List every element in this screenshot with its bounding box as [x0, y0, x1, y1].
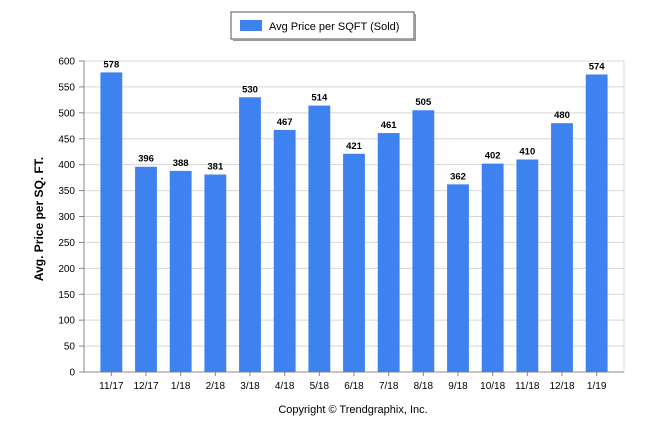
bar [273, 129, 296, 372]
bar [169, 170, 192, 372]
legend: Avg Price per SQFT (Sold) [230, 11, 416, 41]
x-tick-label: 5/18 [310, 381, 330, 392]
bar-value-label: 514 [311, 93, 328, 104]
y-tick-label: 500 [58, 108, 75, 119]
y-tick-label: 550 [58, 82, 75, 93]
y-tick-label: 300 [58, 212, 75, 223]
x-tick-label: 11/17 [99, 381, 124, 392]
y-tick-label: 350 [58, 186, 75, 197]
y-axis-title: Avg. Price per SQ. FT. [32, 157, 46, 281]
bar-value-label: 362 [450, 171, 466, 182]
bar-value-label: 421 [346, 141, 363, 152]
bar [447, 184, 469, 372]
y-tick-label: 150 [58, 290, 75, 301]
bar [135, 166, 157, 372]
y-tick-label: 0 [69, 368, 75, 379]
x-tick-label: 3/18 [240, 381, 260, 392]
y-tick-label: 450 [58, 134, 75, 145]
x-tick-label: 9/18 [448, 381, 468, 392]
x-tick-label: 12/18 [549, 381, 574, 392]
y-tick-labels: 0 50 100 150 200 250 300 350 400 450 500 550 600 [58, 57, 75, 379]
legend-swatch [240, 20, 262, 31]
bar-value-label: 381 [207, 162, 224, 173]
bar-value-label: 530 [242, 84, 258, 95]
bar [516, 159, 539, 372]
y-tick-label: 100 [58, 316, 75, 327]
y-tick-label: 250 [58, 238, 75, 249]
legend-label: Avg Price per SQFT (Sold) [269, 21, 399, 33]
bar-value-label: 505 [415, 97, 432, 108]
bar [412, 110, 435, 372]
bar [585, 74, 608, 372]
bar-value-label: 574 [589, 61, 606, 72]
bar [204, 174, 227, 372]
legend-shadow-right [414, 14, 416, 41]
x-tick-labels: 11/17 12/17 1/18 2/18 3/18 4/18 5/18 6/18 7/18 8/… [99, 381, 607, 392]
x-tick-label: 12/17 [133, 381, 158, 392]
bar [481, 163, 504, 372]
y-tick-label: 50 [64, 342, 76, 353]
bar [551, 123, 573, 372]
y-tick-label: 400 [58, 160, 75, 171]
bar-value-label: 402 [485, 151, 501, 162]
bar [377, 133, 400, 372]
copyright-text: Copyright © Trendgraphix, Inc. [278, 404, 427, 416]
bars [100, 72, 608, 373]
x-tick-label: 4/18 [275, 381, 295, 392]
bar-value-label: 396 [138, 154, 154, 165]
bar-value-label: 467 [277, 117, 293, 128]
bar-value-label: 578 [103, 59, 119, 70]
x-tick-label: 1/19 [587, 381, 607, 392]
x-tick-label: 6/18 [344, 381, 364, 392]
x-tick-label: 7/18 [379, 381, 399, 392]
bar [343, 153, 365, 372]
y-tick-label: 600 [58, 57, 75, 68]
bar [239, 97, 261, 373]
bar-value-label: 461 [381, 120, 398, 131]
y-tick-label: 200 [58, 264, 75, 275]
legend-shadow-bottom [233, 39, 416, 41]
x-tick-label: 2/18 [206, 381, 226, 392]
x-tick-label: 8/18 [414, 381, 434, 392]
x-tick-label: 1/18 [171, 381, 191, 392]
x-tick-label: 10/18 [480, 381, 505, 392]
bar-value-label: 388 [173, 158, 189, 169]
bar [308, 105, 331, 373]
x-tick-label: 11/18 [515, 381, 540, 392]
bar-value-label: 410 [519, 146, 535, 157]
bar [100, 72, 123, 373]
bar-value-label: 480 [554, 110, 570, 121]
data-labels: 578 396 388 381 530 467 514 421 461 505 362 402 410 4… [103, 59, 605, 182]
